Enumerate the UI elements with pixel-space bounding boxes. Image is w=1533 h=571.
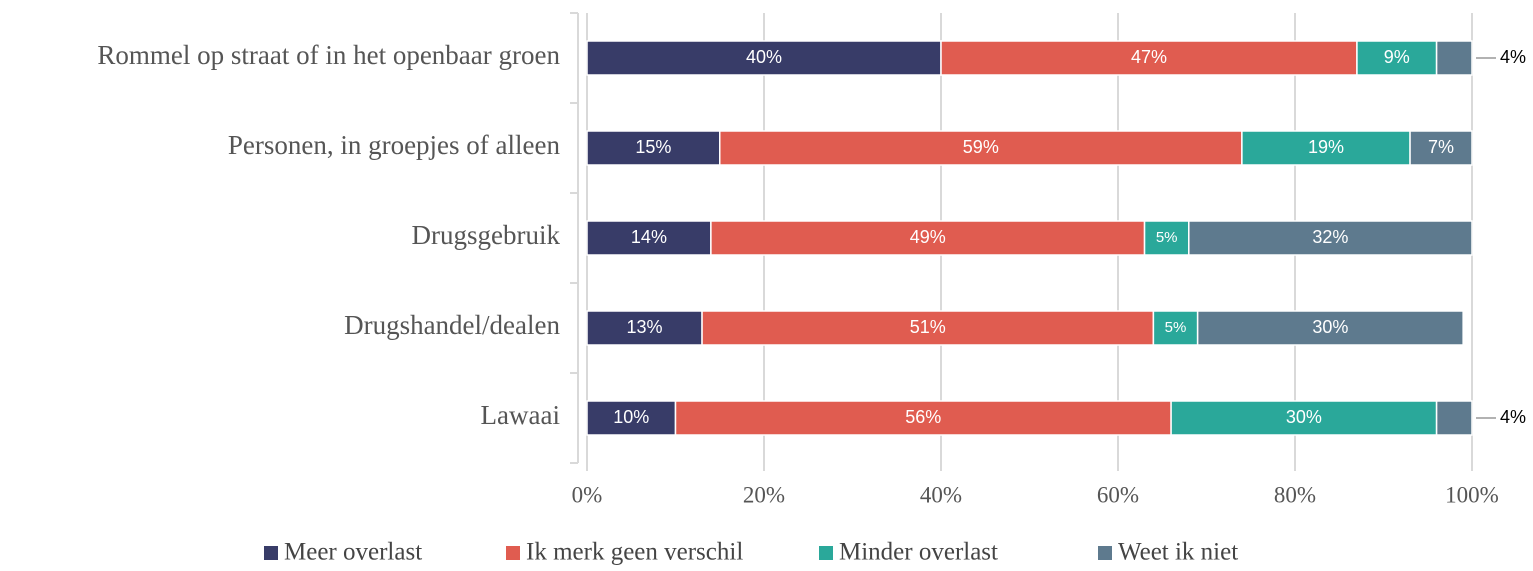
y-tick-label: Drugsgebruik <box>412 220 561 250</box>
data-label: 19% <box>1308 137 1344 157</box>
bar-segment <box>1435 400 1473 436</box>
data-label: 40% <box>746 47 782 67</box>
x-tick-label: 80% <box>1274 482 1316 507</box>
bar-segment <box>674 400 1172 436</box>
y-tick-label: Lawaai <box>481 400 560 430</box>
data-label: 49% <box>910 227 946 247</box>
data-label: 7% <box>1428 137 1454 157</box>
x-tick-label: 20% <box>743 482 785 507</box>
data-label: 5% <box>1165 319 1187 336</box>
bar-segment <box>1170 400 1438 436</box>
legend-label: Ik merk geen verschil <box>526 539 743 566</box>
bar-segment <box>1188 220 1473 256</box>
data-label: 32% <box>1312 227 1348 247</box>
bar-segment <box>1409 130 1473 166</box>
data-label: 4% <box>1500 407 1526 427</box>
data-label: 14% <box>631 227 667 247</box>
legend-swatch <box>1098 546 1112 560</box>
legend-swatch <box>264 546 278 560</box>
data-label: 13% <box>627 317 663 337</box>
bar-segment <box>1143 220 1190 256</box>
legend-label: Weet ik niet <box>1118 539 1238 566</box>
legend-swatch <box>506 546 520 560</box>
data-label: 47% <box>1131 47 1167 67</box>
x-tick-label: 60% <box>1097 482 1139 507</box>
data-label: 56% <box>905 407 941 427</box>
data-label: 9% <box>1384 47 1410 67</box>
bar-segment <box>1152 310 1199 346</box>
data-label: 10% <box>613 407 649 427</box>
data-label: 59% <box>963 137 999 157</box>
legend-swatch <box>819 546 833 560</box>
bar-segment <box>1435 40 1473 76</box>
data-label: 30% <box>1312 317 1348 337</box>
y-tick-label: Drugshandel/dealen <box>344 310 560 340</box>
data-label: 5% <box>1156 229 1178 246</box>
legend-label: Meer overlast <box>284 539 422 566</box>
bar-segment <box>586 40 942 76</box>
bar-segment <box>1196 310 1464 346</box>
x-tick-label: 100% <box>1445 482 1499 507</box>
bar-segment <box>586 400 677 436</box>
data-label: 30% <box>1286 407 1322 427</box>
bar-segment <box>701 310 1155 346</box>
y-tick-label: Personen, in groepjes of alleen <box>228 130 561 160</box>
data-label: 15% <box>635 137 671 157</box>
bar-segment <box>1356 40 1438 76</box>
bar-segment <box>1241 130 1411 166</box>
y-tick-label: Rommel op straat of in het openbaar groe… <box>97 40 560 70</box>
bar-segment <box>940 40 1358 76</box>
x-tick-label: 40% <box>920 482 962 507</box>
x-tick-label: 0% <box>572 482 603 507</box>
data-label: 51% <box>910 317 946 337</box>
data-label: 4% <box>1500 47 1526 67</box>
legend-label: Minder overlast <box>839 539 998 566</box>
bar-segment <box>586 220 712 256</box>
